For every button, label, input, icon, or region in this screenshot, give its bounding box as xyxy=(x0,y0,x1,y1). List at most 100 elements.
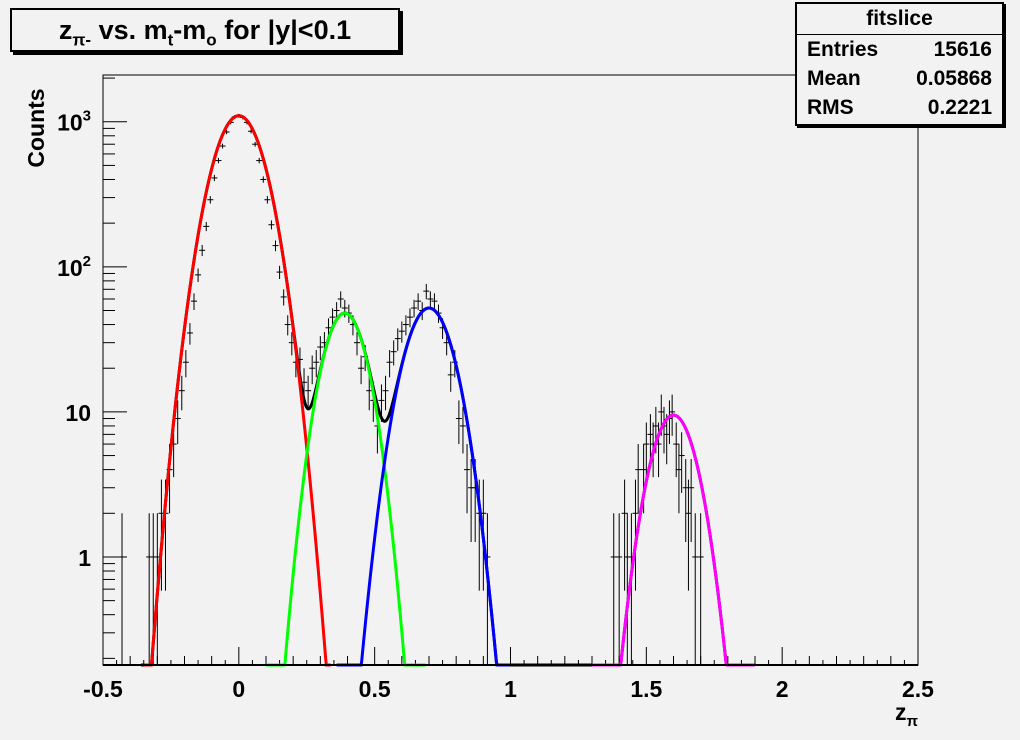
data-point xyxy=(199,244,206,257)
stats-label: Mean xyxy=(807,67,861,90)
x-axis-label: zπ xyxy=(895,699,919,730)
data-point xyxy=(635,444,642,514)
stats-value: 15616 xyxy=(933,38,992,61)
data-point xyxy=(219,143,226,149)
stats-name: fitslice xyxy=(797,4,1002,35)
y-tick-base: 1 xyxy=(78,545,91,571)
data-point xyxy=(673,422,680,478)
data-point xyxy=(186,323,193,345)
stats-box: fitslice Entries 15616 Mean 0.05868 RMS 0.2… xyxy=(795,2,1004,126)
data-point xyxy=(386,350,393,378)
data-point xyxy=(459,406,466,454)
title-z: z xyxy=(58,15,73,45)
data-point xyxy=(423,283,430,300)
y-tick-base: 10 xyxy=(57,110,83,136)
y-axis-label: Counts xyxy=(23,88,49,167)
data-point xyxy=(643,422,650,478)
data-point xyxy=(431,293,438,311)
data-point xyxy=(685,479,692,591)
data-point xyxy=(688,459,695,543)
data-point xyxy=(146,513,153,665)
x-tick-label: 1.5 xyxy=(630,676,662,702)
stats-row-mean: Mean 0.05868 xyxy=(797,64,1002,93)
y-tick-label: 103 xyxy=(57,108,91,136)
stats-value: 0.05868 xyxy=(916,67,992,90)
x-tick-label: 2.5 xyxy=(902,676,934,702)
data-point xyxy=(268,220,275,230)
data-point xyxy=(675,444,682,514)
data-point xyxy=(415,293,422,311)
data-point xyxy=(447,361,454,392)
data-point xyxy=(207,196,214,204)
fit-curve xyxy=(592,413,755,667)
y-tick-label: 10 xyxy=(65,400,91,426)
x-tick-label: 2 xyxy=(776,676,789,702)
x-tick-label: 0 xyxy=(232,676,245,702)
x-axis-label-sub: π xyxy=(907,713,919,730)
data-point xyxy=(276,265,283,280)
stats-label: Entries xyxy=(807,38,879,61)
y-tick-exp: 2 xyxy=(83,253,91,270)
data-point xyxy=(647,414,654,465)
total-fit-curve xyxy=(141,114,755,667)
data-point xyxy=(256,157,263,164)
stats-value: 0.2221 xyxy=(927,96,992,119)
fit-curve xyxy=(143,114,331,667)
data-point xyxy=(284,315,291,336)
y-tick-base: 10 xyxy=(65,400,91,426)
data-point xyxy=(317,336,324,361)
data-point xyxy=(337,291,344,308)
data-point xyxy=(382,375,389,411)
data-point xyxy=(215,157,222,164)
data-point xyxy=(610,513,617,665)
fit-curve xyxy=(266,311,426,667)
data-point xyxy=(178,375,185,411)
stats-row-entries: Entries 15616 xyxy=(797,35,1002,64)
data-point xyxy=(366,375,373,411)
data-point xyxy=(390,340,397,366)
fit-curve xyxy=(336,306,510,667)
y-tick-label: 1 xyxy=(78,545,91,571)
data-point xyxy=(182,350,189,378)
data-point xyxy=(313,350,320,378)
x-tick-label: 0.5 xyxy=(359,676,391,702)
data-point xyxy=(358,355,365,385)
data-point xyxy=(354,332,361,356)
data-point xyxy=(305,375,312,411)
title-mid: vs. m xyxy=(91,15,168,45)
title-dash: -m xyxy=(173,15,207,45)
y-tick-label: 102 xyxy=(57,253,91,281)
data-point xyxy=(264,196,271,204)
data-point xyxy=(468,459,475,543)
chart-title: zπ- vs. mt-mo for |y|<0.1 xyxy=(10,8,400,52)
data-point xyxy=(260,176,267,183)
x-tick-label: 1 xyxy=(504,676,517,702)
data-point xyxy=(191,293,198,311)
data-point xyxy=(616,513,623,665)
data-point xyxy=(174,400,181,445)
data-point xyxy=(280,289,287,306)
data-point xyxy=(406,308,413,328)
data-point xyxy=(398,321,405,343)
x-tick-label: -0.5 xyxy=(83,676,123,702)
data-point xyxy=(692,513,699,665)
stats-row-rms: RMS 0.2221 xyxy=(797,93,1002,122)
data-point xyxy=(427,291,434,308)
data-point xyxy=(678,432,685,493)
data-point xyxy=(211,174,218,182)
data-point xyxy=(455,400,462,445)
data-point xyxy=(411,299,418,318)
data-point xyxy=(697,513,704,665)
data-point xyxy=(621,479,628,591)
title-tail: for |y|<0.1 xyxy=(216,15,352,45)
data-point xyxy=(402,315,409,336)
data-point xyxy=(464,444,471,514)
data-point xyxy=(119,513,126,665)
data-point xyxy=(666,400,673,445)
data-point xyxy=(195,268,202,282)
data-point xyxy=(682,459,689,543)
data-point xyxy=(272,240,279,252)
data-point xyxy=(203,221,210,232)
data-point xyxy=(663,414,670,465)
